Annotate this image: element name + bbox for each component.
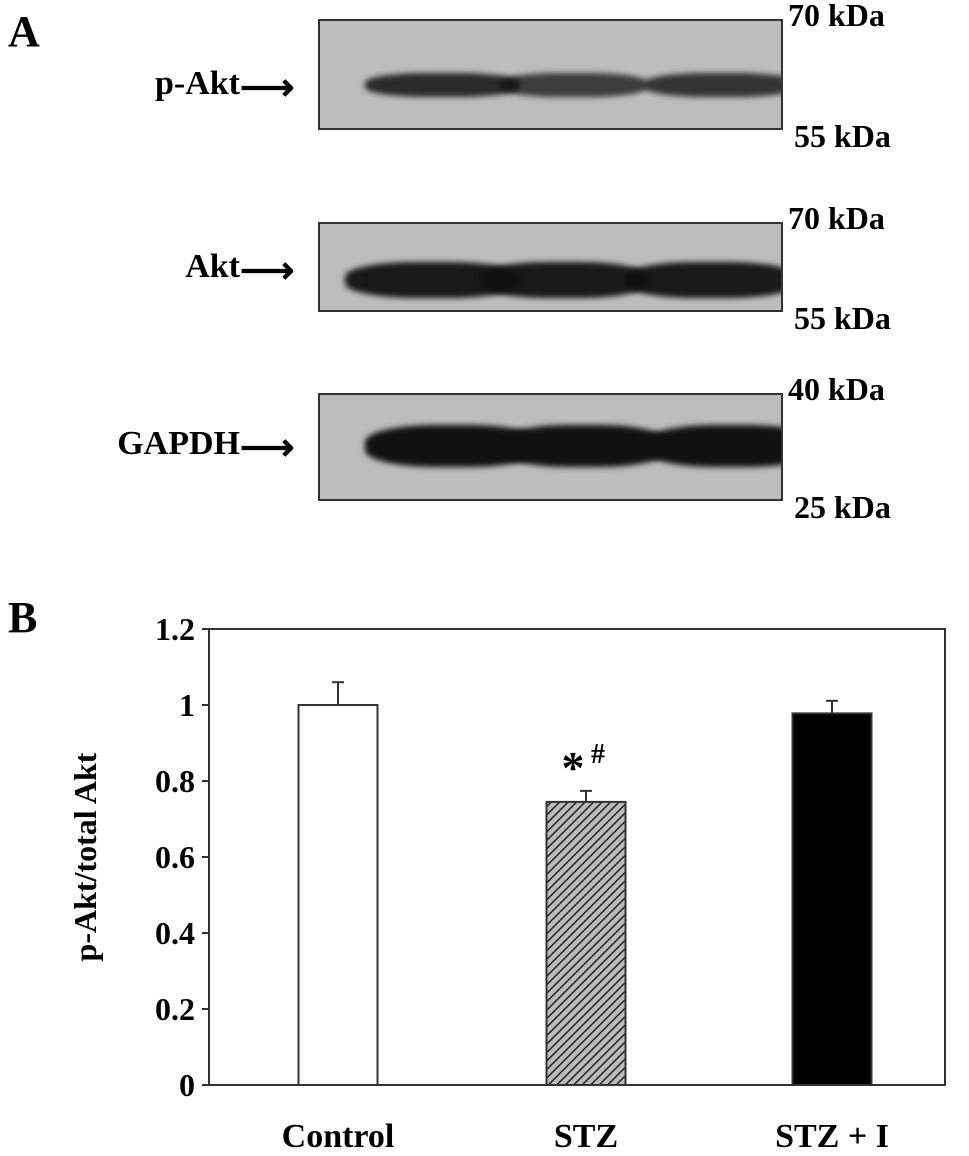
protein-band — [645, 73, 781, 97]
protein-label: GAPDH — [117, 425, 240, 462]
protein-band — [645, 425, 781, 467]
blot-p-akt — [318, 19, 783, 130]
right-arrow-icon: ⟶ — [240, 67, 295, 109]
mw-marker: 40 kDa — [788, 371, 885, 407]
mw-marker: 25 kDa — [794, 489, 891, 525]
x-tick-label: STZ + I — [775, 1118, 889, 1155]
right-arrow-icon: ⟶ — [240, 427, 295, 469]
significance-hash: # — [591, 739, 605, 770]
y-tick-label: 0 — [179, 1067, 195, 1103]
protein-label: p-Akt — [154, 65, 240, 102]
mw-marker: 55 kDa — [794, 118, 891, 154]
mw-marker: 55 kDa — [794, 300, 891, 336]
blot-akt — [318, 222, 783, 312]
y-tick-label: 0.2 — [155, 991, 195, 1027]
y-tick-label: 0.8 — [155, 763, 195, 799]
bar-control — [297, 704, 379, 1086]
bar-stz-i — [791, 712, 873, 1087]
mw-marker: 70 kDa — [788, 200, 885, 236]
protein-band — [480, 262, 648, 298]
y-tick-label: 1.2 — [155, 611, 195, 647]
panel-b-label: B — [8, 593, 38, 642]
x-tick-label: Control — [282, 1118, 395, 1155]
bar-chart: 0 0.2 0.4 0.6 0.8 1 1.2 Control STZ STZ + I * # p-… — [67, 611, 946, 1155]
protein-band — [625, 262, 781, 298]
y-tick-label: 0.6 — [155, 839, 195, 875]
y-axis-label: p-Akt/total Akt — [67, 752, 103, 961]
significance-asterisk: * — [562, 742, 585, 793]
y-tick-label: 0.4 — [155, 915, 195, 951]
right-arrow-icon: ⟶ — [240, 250, 295, 292]
protein-label: Akt — [185, 248, 240, 285]
panel-a-label: A — [8, 7, 40, 56]
mw-marker: 70 kDa — [788, 0, 885, 33]
protein-band — [500, 73, 648, 97]
protein-band — [365, 73, 520, 97]
x-tick-label: STZ — [554, 1118, 618, 1155]
y-tick-label: 1 — [179, 687, 195, 723]
protein-band — [500, 425, 668, 467]
blot-gapdh — [318, 393, 783, 501]
bar-stz — [545, 800, 627, 1086]
